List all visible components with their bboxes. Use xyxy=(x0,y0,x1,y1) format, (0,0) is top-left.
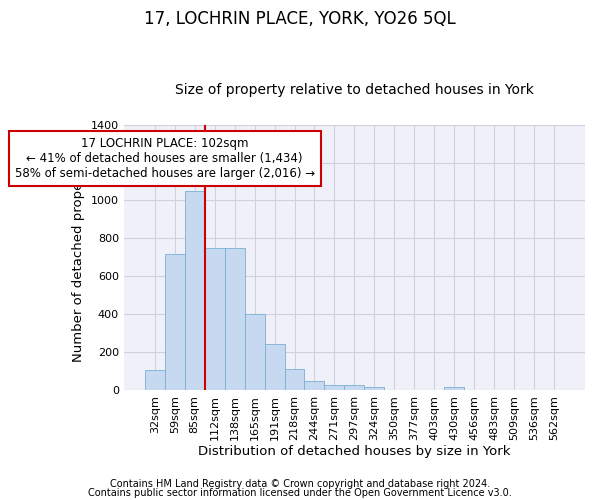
Text: 17, LOCHRIN PLACE, YORK, YO26 5QL: 17, LOCHRIN PLACE, YORK, YO26 5QL xyxy=(144,10,456,28)
Text: 17 LOCHRIN PLACE: 102sqm
← 41% of detached houses are smaller (1,434)
58% of sem: 17 LOCHRIN PLACE: 102sqm ← 41% of detach… xyxy=(14,137,315,180)
Bar xyxy=(364,386,385,390)
Bar xyxy=(245,314,265,390)
Bar xyxy=(344,385,364,390)
X-axis label: Distribution of detached houses by size in York: Distribution of detached houses by size … xyxy=(198,444,511,458)
Bar xyxy=(205,248,224,390)
Bar xyxy=(284,370,304,390)
Bar xyxy=(325,385,344,390)
Bar xyxy=(145,370,165,390)
Bar xyxy=(304,382,325,390)
Bar xyxy=(185,191,205,390)
Bar xyxy=(265,344,284,391)
Text: Contains public sector information licensed under the Open Government Licence v3: Contains public sector information licen… xyxy=(88,488,512,498)
Y-axis label: Number of detached properties: Number of detached properties xyxy=(72,152,85,362)
Text: Contains HM Land Registry data © Crown copyright and database right 2024.: Contains HM Land Registry data © Crown c… xyxy=(110,479,490,489)
Bar xyxy=(224,248,245,390)
Bar xyxy=(165,254,185,390)
Bar xyxy=(444,388,464,390)
Title: Size of property relative to detached houses in York: Size of property relative to detached ho… xyxy=(175,83,534,97)
